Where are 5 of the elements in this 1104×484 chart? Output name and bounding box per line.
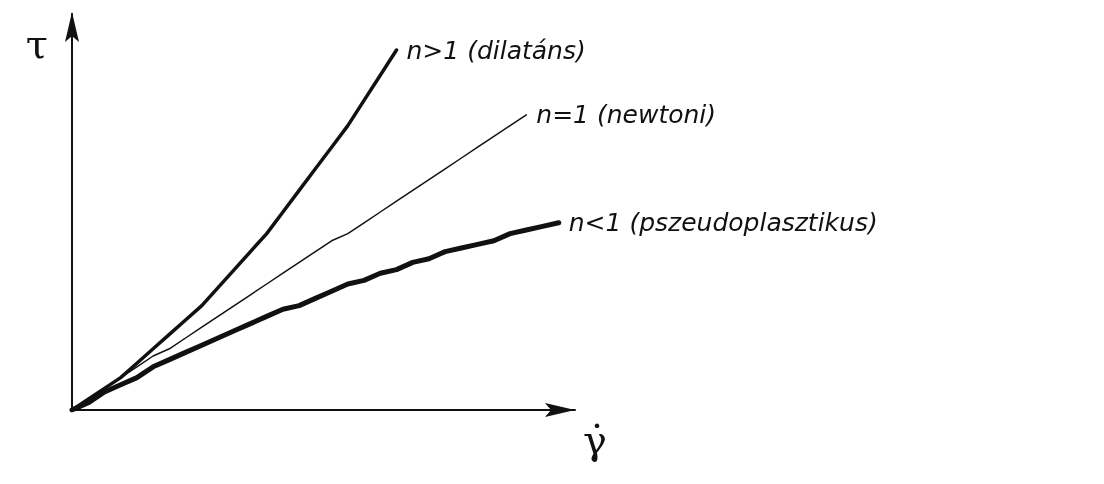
- series-label: n=1 (newtoni): [536, 100, 717, 130]
- series-label: n<1 (pszeudoplasztikus): [568, 208, 878, 238]
- series-label: n>1 (dilatáns): [406, 35, 586, 65]
- x-axis-title: γ̇: [583, 417, 607, 463]
- y-axis-title: τ: [25, 21, 48, 67]
